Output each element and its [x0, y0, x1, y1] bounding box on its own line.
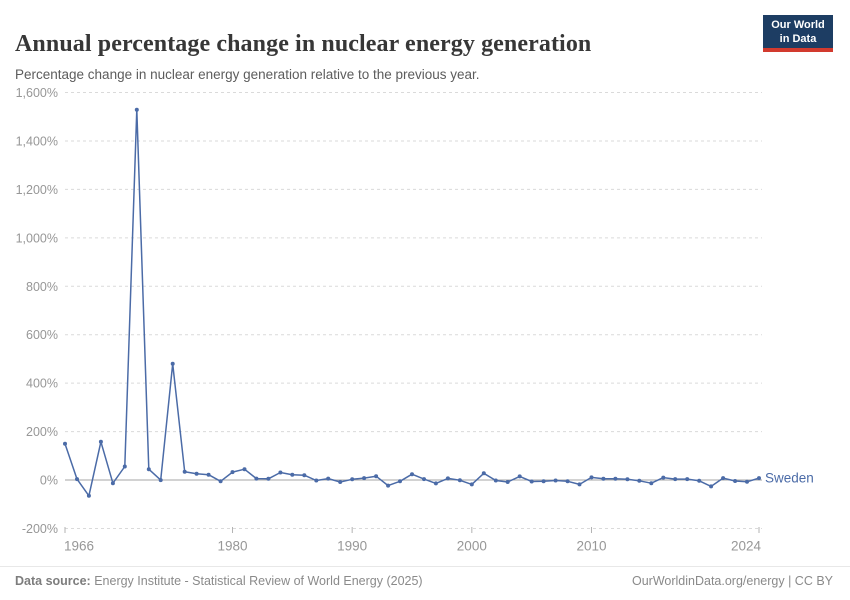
data-point: [302, 473, 307, 478]
y-axis-tick-label: 400%: [26, 377, 58, 391]
y-axis-tick-label: 0%: [40, 474, 58, 488]
y-axis-tick-label: 1,600%: [16, 86, 58, 100]
footer-divider: [0, 566, 850, 567]
data-point: [182, 469, 187, 474]
data-point: [146, 467, 151, 472]
data-point: [254, 476, 259, 481]
chart-subtitle: Percentage change in nuclear energy gene…: [15, 66, 480, 82]
data-point: [218, 479, 223, 484]
data-point: [194, 471, 199, 476]
data-point: [122, 464, 127, 469]
owid-logo[interactable]: Our World in Data: [763, 15, 833, 52]
data-point: [553, 478, 558, 483]
data-point: [242, 467, 247, 472]
data-point: [541, 479, 546, 484]
owid-url-license[interactable]: OurWorldinData.org/energy | CC BY: [631, 574, 833, 588]
data-point: [326, 476, 331, 481]
data-point: [134, 107, 139, 112]
data-source-label: Data source:: [15, 574, 95, 588]
y-axis-tick-label: 1,200%: [16, 183, 58, 197]
data-point: [63, 441, 67, 446]
data-point: [613, 476, 618, 481]
owid-logo-line2: in Data: [779, 33, 817, 45]
data-point: [374, 474, 379, 479]
data-point: [625, 477, 630, 482]
data-point: [565, 479, 570, 484]
data-point: [314, 478, 319, 483]
data-point: [661, 475, 666, 480]
data-point: [230, 470, 235, 475]
data-point: [469, 482, 474, 487]
data-source-note: Data source: Energy Institute - Statisti…: [15, 574, 423, 588]
data-point: [158, 478, 163, 483]
data-point: [350, 477, 355, 482]
y-axis-tick-label: 1,000%: [16, 231, 58, 245]
data-point: [697, 478, 702, 483]
data-point: [386, 483, 391, 488]
data-point: [86, 493, 91, 498]
x-axis-tick-label: 1966: [64, 539, 94, 554]
data-point: [398, 479, 402, 484]
data-point: [529, 479, 534, 484]
x-axis-tick-label: 2010: [576, 539, 606, 554]
data-point: [457, 478, 462, 483]
page-title: Annual percentage change in nuclear ener…: [15, 31, 592, 58]
data-point: [685, 477, 690, 482]
data-point: [110, 481, 115, 486]
data-point: [481, 471, 486, 476]
series-label-sweden[interactable]: Sweden: [765, 471, 814, 486]
data-point: [721, 476, 726, 481]
data-point: [757, 476, 761, 481]
x-axis-tick-label: 2024: [731, 539, 762, 554]
data-point: [733, 479, 738, 483]
data-point: [433, 481, 438, 486]
data-point: [577, 482, 582, 487]
y-axis-tick-label: 600%: [26, 328, 58, 342]
data-point: [278, 470, 283, 475]
y-axis-tick-label: 200%: [26, 425, 58, 439]
data-point: [422, 477, 426, 482]
data-point: [98, 439, 103, 444]
data-point: [601, 476, 606, 481]
data-point: [649, 481, 654, 486]
y-axis-tick-label: -200%: [22, 522, 58, 536]
x-axis-tick-label: 1980: [217, 539, 247, 554]
data-point: [170, 361, 175, 366]
data-point: [362, 476, 367, 481]
y-axis-tick-label: 1,400%: [16, 134, 58, 148]
data-point: [589, 475, 594, 480]
x-axis-tick-label: 2000: [457, 539, 487, 554]
data-point: [206, 472, 211, 477]
data-point: [493, 478, 498, 483]
x-axis-tick-label: 1990: [337, 539, 367, 554]
data-point: [338, 480, 343, 484]
chart-svg: -200% 0% 200% 400% 600% 800% 1,000% 1,200% 1,400…: [16, 86, 814, 554]
data-source-text: Energy Institute - Statistical Review of…: [94, 574, 423, 588]
data-point: [505, 480, 510, 484]
data-point: [709, 484, 714, 489]
data-point: [745, 479, 749, 484]
owid-logo-line1: Our World: [771, 19, 825, 31]
y-axis-tick-label: 800%: [26, 280, 58, 294]
series-line-sweden[interactable]: [64, 108, 760, 497]
data-point: [75, 477, 79, 482]
data-point: [445, 476, 450, 481]
data-point: [673, 477, 678, 482]
data-point: [266, 476, 271, 481]
data-point: [410, 472, 414, 477]
data-point: [637, 478, 642, 483]
data-point: [517, 474, 522, 479]
data-point: [290, 472, 295, 477]
